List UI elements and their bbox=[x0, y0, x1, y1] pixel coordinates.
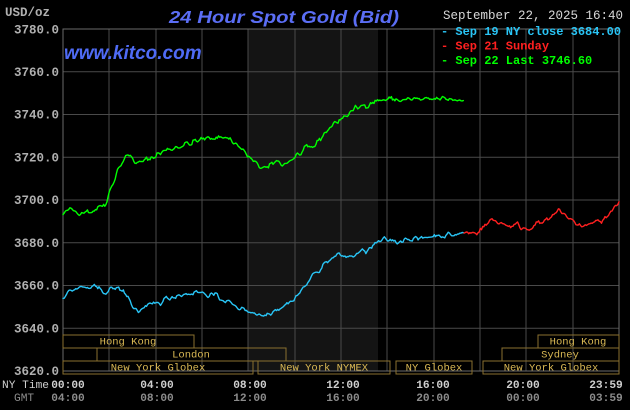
svg-text:12:00: 12:00 bbox=[326, 380, 360, 392]
svg-text:3660.0: 3660.0 bbox=[14, 280, 59, 294]
svg-text:03:59: 03:59 bbox=[589, 393, 623, 405]
svg-text:GMT: GMT bbox=[14, 393, 34, 405]
svg-text:www.kitco.com: www.kitco.com bbox=[64, 43, 202, 64]
svg-text:NY Globex: NY Globex bbox=[406, 363, 463, 375]
svg-text:3620.0: 3620.0 bbox=[14, 365, 59, 379]
svg-text:3720.0: 3720.0 bbox=[14, 152, 59, 166]
svg-text:24 Hour Spot Gold (Bid): 24 Hour Spot Gold (Bid) bbox=[168, 7, 399, 27]
svg-text:3780.0: 3780.0 bbox=[14, 24, 59, 38]
svg-text:- Sep 22 Last 3746.60: - Sep 22 Last 3746.60 bbox=[441, 54, 592, 68]
svg-text:3760.0: 3760.0 bbox=[14, 66, 59, 80]
svg-text:20:00: 20:00 bbox=[506, 380, 540, 392]
svg-text:20:00: 20:00 bbox=[416, 393, 450, 405]
svg-text:New York Globex: New York Globex bbox=[111, 363, 206, 375]
svg-text:London: London bbox=[172, 350, 210, 362]
svg-text:00:00: 00:00 bbox=[506, 393, 540, 405]
svg-text:3700.0: 3700.0 bbox=[14, 194, 59, 208]
svg-text:Sydney: Sydney bbox=[541, 350, 579, 362]
svg-text:3640.0: 3640.0 bbox=[14, 323, 59, 337]
svg-text:00:00: 00:00 bbox=[51, 380, 85, 392]
svg-text:USD/oz: USD/oz bbox=[5, 6, 50, 20]
svg-text:New York Globex: New York Globex bbox=[504, 363, 599, 375]
svg-text:04:00: 04:00 bbox=[51, 393, 85, 405]
svg-text:08:00: 08:00 bbox=[140, 393, 174, 405]
svg-text:- Sep 21 Sunday: - Sep 21 Sunday bbox=[441, 40, 549, 54]
svg-text:16:00: 16:00 bbox=[326, 393, 360, 405]
svg-text:Hong Kong: Hong Kong bbox=[550, 337, 607, 349]
svg-text:September 22, 2025 16:40: September 22, 2025 16:40 bbox=[443, 9, 623, 23]
svg-text:23:59: 23:59 bbox=[589, 380, 623, 392]
svg-text:New York NYMEX: New York NYMEX bbox=[280, 363, 369, 375]
svg-text:3740.0: 3740.0 bbox=[14, 109, 59, 123]
svg-text:16:00: 16:00 bbox=[416, 380, 450, 392]
svg-text:- Sep 19 NY close 3684.00: - Sep 19 NY close 3684.00 bbox=[441, 25, 621, 39]
svg-text:3680.0: 3680.0 bbox=[14, 237, 59, 251]
svg-text:Hong Kong: Hong Kong bbox=[100, 337, 157, 349]
svg-text:08:00: 08:00 bbox=[233, 380, 267, 392]
svg-text:04:00: 04:00 bbox=[140, 380, 174, 392]
svg-text:NY Time: NY Time bbox=[2, 380, 49, 392]
svg-text:12:00: 12:00 bbox=[233, 393, 267, 405]
